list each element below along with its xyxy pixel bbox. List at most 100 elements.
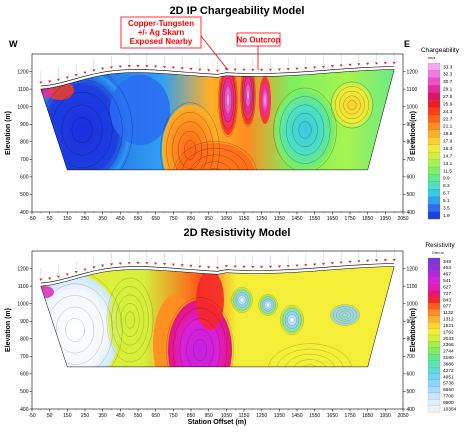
contour-line (166, 297, 234, 367)
ip-y-axis-left: 1200 1100 1000 900 800 700 600 500 400 (17, 69, 32, 216)
station-marker (286, 68, 290, 71)
res-xlabel: Station Offset (m) (188, 419, 247, 426)
contour-line (273, 87, 337, 170)
ip-high-central (162, 105, 218, 170)
legend-value: 9.9 (443, 176, 450, 182)
ip-high-east (332, 83, 372, 127)
station-marker (83, 71, 87, 75)
x-tick-label: 450 (116, 216, 125, 222)
ip-y-axis-right: 1200 1100 1000 900 800 700 600 500 400 (403, 69, 418, 216)
legend-value: 16.3 (443, 146, 453, 152)
callout-no-outcrop: No Outcrop (237, 32, 281, 70)
contour-line (172, 307, 228, 367)
x-tick-label: 250 (81, 216, 90, 222)
legend-value: 32.3 (443, 72, 453, 78)
res-station-labels (40, 248, 395, 278)
x-tick-label: 1150 (239, 413, 250, 419)
y-tick-label: 1100 (407, 284, 418, 290)
legend-value: 1.9 (443, 213, 450, 219)
res-shallow-west (40, 286, 54, 298)
contour-line (71, 117, 93, 143)
x-tick-label: 550 (134, 216, 143, 222)
res-x-axis: -50 50 150 250 350 450 550 650 750 850 950 1050 1150… (28, 409, 409, 419)
x-tick-label: 950 (204, 216, 213, 222)
station-marker (39, 278, 43, 281)
station-marker (357, 260, 361, 263)
y-tick-label: 900 (20, 122, 29, 128)
legend-swatch (427, 367, 441, 374)
station-marker (109, 263, 114, 266)
station-marker (162, 263, 167, 266)
contour-line (218, 69, 238, 137)
res-high-east (331, 305, 359, 325)
legend-swatch (427, 166, 441, 175)
contour-line (125, 311, 135, 329)
contour-line (106, 277, 154, 363)
legend-swatch (427, 315, 441, 323)
legend-value: 2744 (443, 349, 454, 355)
legend-value: 5.1 (443, 198, 450, 204)
station-marker (48, 80, 52, 83)
x-tick-label: 750 (169, 413, 178, 419)
res-topography-line (40, 263, 395, 284)
res-high-3 (281, 306, 303, 334)
legend-value: 6650 (443, 387, 454, 393)
legend-swatch (427, 122, 441, 131)
x-tick-label: 1050 (221, 413, 232, 419)
legend-swatch (427, 189, 441, 197)
y-tick-label: 600 (20, 372, 29, 378)
legend-swatch (427, 347, 441, 355)
legend-swatch (427, 257, 441, 265)
ip-high-deep (175, 143, 255, 170)
legend-value: 2368 (443, 342, 454, 348)
x-tick-label: 1950 (380, 216, 391, 222)
legend-value: 11.5 (443, 168, 452, 174)
x-tick-label: 1450 (291, 216, 302, 222)
legend-value: 13.1 (443, 161, 453, 167)
contour-line (301, 364, 319, 367)
callout-skarn: Copper-Tungsten +/- Ag Skarn Exposed Nea… (120, 16, 229, 71)
y-tick-label: 800 (20, 140, 29, 146)
contour-line (246, 88, 250, 102)
legend-value: 21.1 (443, 124, 453, 130)
station-marker (224, 265, 228, 268)
station-marker (251, 68, 255, 72)
contour-line (239, 297, 245, 303)
legend-swatch (427, 114, 441, 123)
station-marker (330, 262, 334, 265)
legend-value: 727 (443, 291, 451, 297)
station-marker (198, 265, 202, 268)
y-tick-label: 1100 (18, 284, 29, 290)
res-legend-title: Resistivity (425, 242, 455, 249)
legend-value: 5738 (443, 381, 454, 387)
x-tick-label: 1350 (274, 216, 285, 222)
legend-swatch (427, 386, 441, 393)
west-label: W (9, 39, 18, 49)
contour-line (244, 82, 252, 108)
x-tick-label: 950 (204, 413, 213, 419)
x-tick-label: 1550 (309, 216, 320, 222)
x-tick-label: 850 (187, 216, 196, 222)
y-tick-label: 500 (407, 192, 416, 198)
ip-x-axis: -50 50 150 250 350 450 550 650 750 850 950 1050 1150… (28, 212, 409, 222)
station-marker (109, 66, 114, 69)
legend-swatch (427, 92, 441, 101)
legend-swatch (427, 392, 441, 400)
legend-swatch (427, 341, 441, 349)
legend-value: 977 (443, 304, 451, 310)
ip-station-markers (39, 61, 396, 84)
station-marker (277, 68, 281, 71)
ip-anomaly-1 (219, 69, 237, 135)
x-tick-label: 650 (151, 216, 160, 222)
station-marker (366, 259, 370, 263)
contour-line (40, 69, 133, 170)
station-marker (242, 68, 246, 72)
station-marker (348, 63, 352, 67)
res-station-markers (39, 258, 396, 281)
station-marker (215, 69, 220, 73)
contour-line (330, 81, 374, 129)
res-ylabel-right: Elevation (m) (410, 308, 417, 352)
contour-line (298, 121, 312, 139)
legend-value: 348 (443, 259, 451, 265)
y-tick-label: 600 (20, 175, 29, 181)
